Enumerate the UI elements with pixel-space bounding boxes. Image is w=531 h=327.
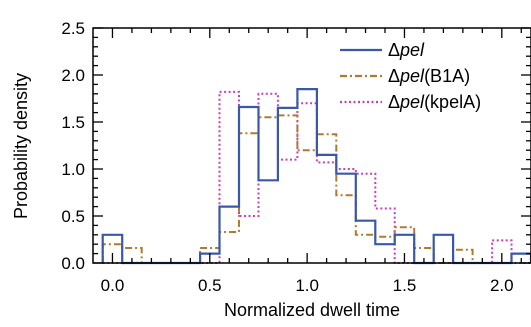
legend-label-1: Δpel xyxy=(388,40,425,60)
x-axis-label: Normalized dwell time xyxy=(224,300,400,320)
legend-delta-symbol: Δ xyxy=(388,92,400,112)
plot-frame xyxy=(92,27,531,264)
y-tick-label: 0.0 xyxy=(61,254,85,273)
x-tick-label: 0.0 xyxy=(101,276,125,295)
y-axis-label: Probability density xyxy=(11,73,31,219)
x-tick-label: 2.0 xyxy=(490,276,514,295)
histogram-series-layer xyxy=(101,88,531,265)
y-tick-label: 2.5 xyxy=(61,19,85,38)
series-line-1 xyxy=(101,88,531,265)
y-tick-label: 1.5 xyxy=(61,113,85,132)
legend-delta-symbol: Δ xyxy=(388,66,400,86)
axis-ticks: 0.0 0.5 1.0 1.5 2.0 0.0 0.5 1.0 1.5 2.0 2.5 xyxy=(61,19,531,295)
legend-strain-suffix: (B1A) xyxy=(424,66,470,86)
legend-label-3: Δpel(kpelA) xyxy=(388,92,481,112)
x-tick-label: 1.5 xyxy=(393,276,417,295)
legend-strain-name: pel xyxy=(399,40,425,60)
x-tick-label: 1.0 xyxy=(295,276,319,295)
legend-delta-symbol: Δ xyxy=(388,40,400,60)
y-tick-label: 1.0 xyxy=(61,160,85,179)
legend-strain-name: pel xyxy=(399,66,425,86)
legend-strain-suffix: (kpelA) xyxy=(424,92,481,112)
legend-strain-name: pel xyxy=(399,92,425,112)
y-tick-label: 0.5 xyxy=(61,207,85,226)
x-tick-label: 0.5 xyxy=(198,276,222,295)
y-tick-label: 2.0 xyxy=(61,66,85,85)
legend-label-2: Δpel(B1A) xyxy=(388,66,470,86)
